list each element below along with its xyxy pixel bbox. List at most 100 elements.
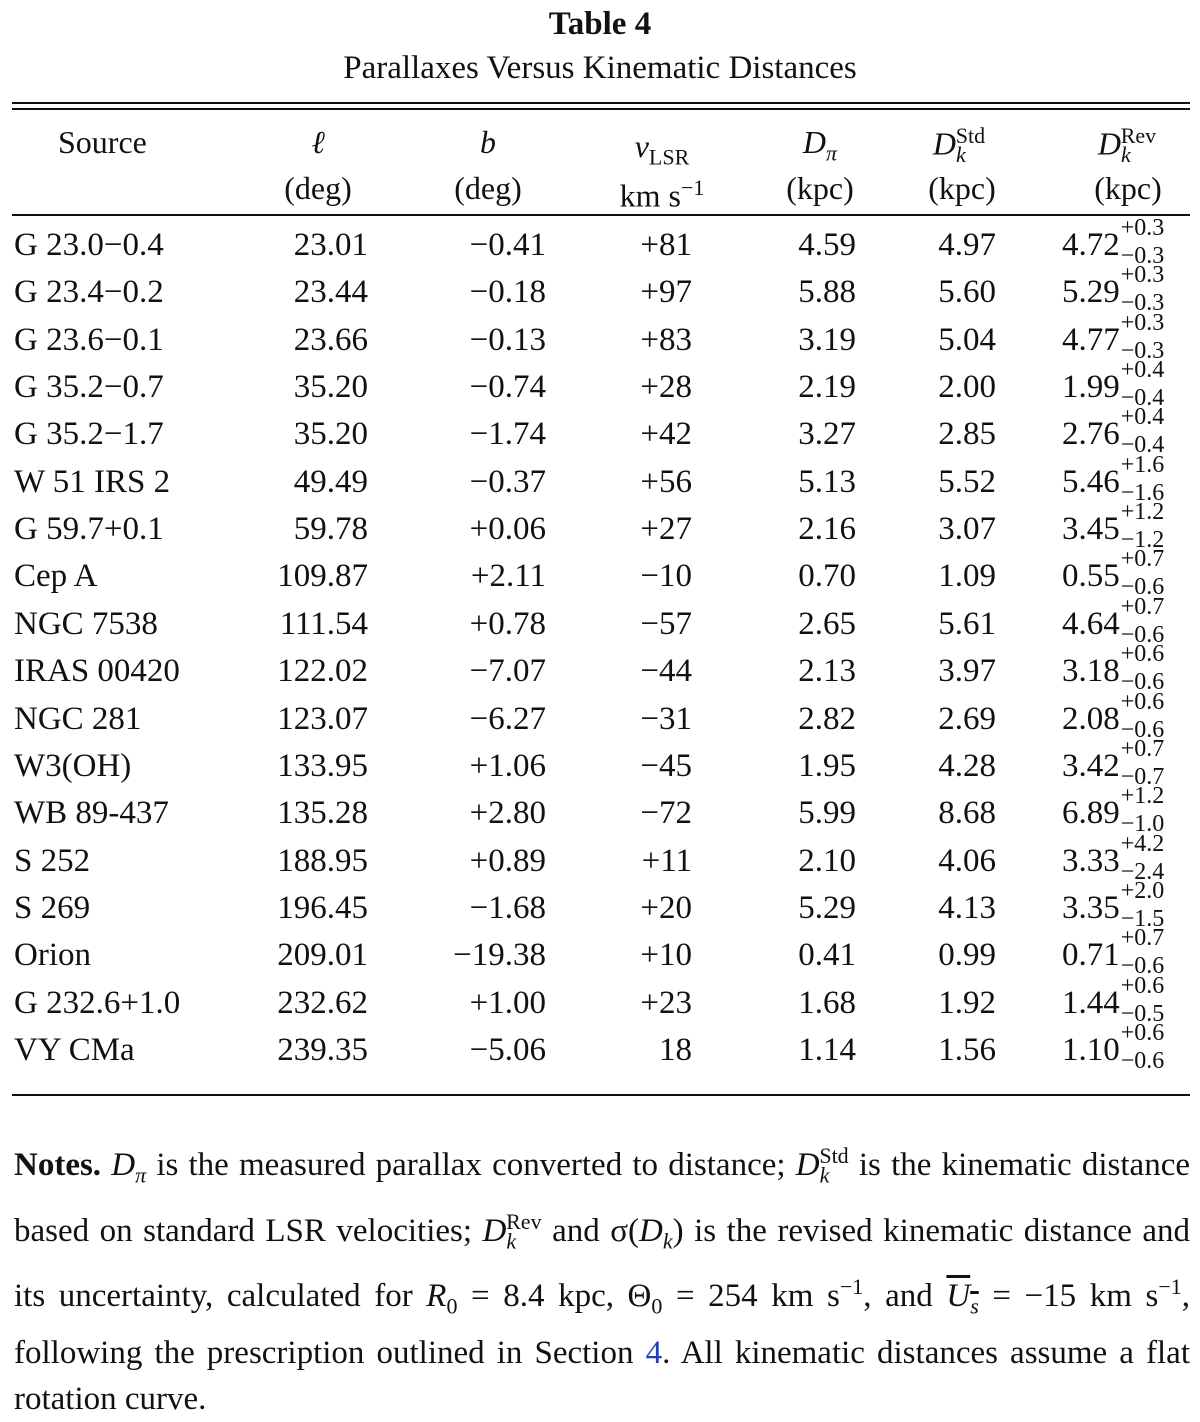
- source-cell: G 35.2−1.7: [14, 416, 164, 453]
- header-b: b: [480, 124, 496, 160]
- drev-cell: 4.72 +0.3 −0.3: [1062, 215, 1182, 269]
- drev-lower-error: −1.6: [1120, 479, 1165, 506]
- b-cell: −0.41: [469, 227, 546, 263]
- table-row: W 51 IRS 2 49.49 −0.37 +56 5.13 5.52 5.46 +1.6−…: [0, 452, 1200, 506]
- dstd-cell: 5.04: [938, 321, 996, 358]
- header-l-unit: (deg): [284, 170, 352, 206]
- top-rule-second: [12, 108, 1190, 110]
- header-dstd-unit: (kpc): [928, 170, 996, 206]
- dstd-cell: 4.06: [938, 842, 996, 879]
- dpi-cell: 1.95: [798, 747, 856, 784]
- b-cell: +1.00: [469, 984, 546, 1021]
- l-cell: 122.02: [277, 653, 368, 690]
- drev-lower-error: −0.6: [1120, 953, 1165, 980]
- b-cell: +0.89: [469, 842, 546, 879]
- drev-lower-error: −0.3: [1120, 243, 1165, 269]
- drev-lower-error: −0.7: [1120, 763, 1165, 790]
- drev-lower-error: −0.6: [1120, 716, 1165, 743]
- b-cell: −6.27: [469, 700, 546, 737]
- drev-lower-error: −0.3: [1120, 337, 1165, 364]
- source-cell: IRAS 00420: [14, 653, 180, 690]
- header-vlsr: vLSR: [634, 128, 690, 170]
- l-cell: 23.01: [293, 227, 368, 263]
- vlsr-cell: +42: [640, 416, 692, 453]
- b-cell: −0.18: [469, 274, 546, 311]
- table-row: G 35.2−0.7 35.20 −0.74 +28 2.19 2.00 1.99 +0.4−…: [0, 357, 1200, 411]
- dstd-cell: 8.68: [938, 795, 996, 832]
- drev-uncertainty: +0.7 −0.6: [1120, 546, 1182, 601]
- table-row: WB 89-437 135.28 +2.80 −72 5.99 8.68 6.89 +1.2−…: [0, 783, 1200, 838]
- source-cell: S 252: [14, 842, 91, 879]
- dstd-cell: 4.97: [938, 227, 996, 263]
- l-cell: 196.45: [277, 889, 368, 926]
- drev-value: 3.42: [1062, 747, 1120, 784]
- drev-upper-error: +1.2: [1120, 499, 1165, 526]
- l-cell: 123.07: [277, 700, 368, 737]
- dstd-cell: 4.28: [938, 747, 996, 784]
- drev-uncertainty: +0.7 −0.7: [1120, 736, 1182, 790]
- section-4-link[interactable]: 4: [645, 1334, 663, 1371]
- drev-cell: 3.42 +0.7 −0.7: [1062, 736, 1182, 790]
- table-row: NGC 281 123.07 −6.27 −31 2.82 2.69 2.08 +0.6 −0.…: [0, 689, 1200, 743]
- b-cell: +2.80: [469, 795, 546, 832]
- b-cell: −1.74: [469, 416, 546, 453]
- table-row: VY CMa 239.35 −5.06 18 1.14 1.56 1.10 +0.6 −0.6: [0, 1020, 1200, 1074]
- source-cell: Cep A: [14, 558, 98, 595]
- drev-cell: 2.08 +0.6 −0.6: [1062, 689, 1182, 743]
- dpi-cell: 5.99: [798, 795, 856, 832]
- drev-cell: 6.89 +1.2 −1.0: [1062, 783, 1182, 838]
- table-notes: Notes. Dπ is the measured parallax conve…: [14, 1143, 1191, 1417]
- dpi-cell: 0.41: [798, 937, 856, 974]
- notes-label: Notes.: [14, 1147, 102, 1183]
- drev-upper-error: +0.6: [1120, 1019, 1165, 1046]
- dpi-cell: 5.13: [798, 463, 856, 500]
- dpi-cell: 2.65: [798, 605, 856, 642]
- b-cell: +2.11: [470, 558, 546, 595]
- vlsr-cell: −44: [640, 653, 692, 690]
- table-row: G 23.6−0.1 23.66 −0.13 +83 3.19 5.04 4.77 +0.3−…: [0, 310, 1200, 364]
- table-row: S 252 188.95 +0.89 +11 2.10 4.06 3.33 +4.2 −2.4: [0, 831, 1200, 885]
- drev-lower-error: −0.6: [1120, 574, 1165, 601]
- vlsr-cell: +81: [640, 227, 692, 263]
- vlsr-cell: +97: [640, 274, 692, 311]
- drev-upper-error: +0.3: [1120, 215, 1165, 241]
- header-rule: [12, 214, 1190, 216]
- drev-lower-error: −2.4: [1120, 858, 1165, 885]
- vlsr-cell: −31: [640, 700, 692, 737]
- l-cell: 59.78: [293, 511, 368, 548]
- drev-value: 4.77: [1062, 321, 1120, 358]
- l-cell: 135.28: [277, 795, 368, 832]
- drev-upper-error: +0.6: [1120, 688, 1165, 715]
- notes-text-5: = 8.4 kpc, Θ: [457, 1278, 652, 1315]
- drev-uncertainty: +0.4 −0.4: [1120, 404, 1182, 458]
- drev-uncertainty: +0.6 −0.6: [1120, 641, 1182, 695]
- drev-cell: 3.35 +2.0 −1.5: [1062, 878, 1182, 932]
- dpi-cell: 1.14: [798, 1031, 856, 1068]
- drev-value: 3.33: [1062, 842, 1120, 879]
- table-title: Parallaxes Versus Kinematic Distances: [343, 50, 857, 86]
- dpi-cell: 2.16: [798, 511, 856, 548]
- drev-cell: 5.29 +0.3 −0.3: [1062, 262, 1182, 316]
- dpi-cell: 2.13: [798, 653, 856, 690]
- vlsr-cell: −10: [640, 558, 692, 595]
- header-v-unit: km s−1: [596, 166, 728, 218]
- drev-lower-error: −1.0: [1120, 811, 1165, 838]
- drev-lower-error: −0.6: [1120, 621, 1165, 648]
- drev-uncertainty: +0.7 −0.6: [1120, 925, 1182, 980]
- vlsr-cell: +28: [640, 369, 692, 406]
- drev-cell: 2.76 +0.4 −0.4: [1062, 404, 1182, 458]
- dstd-cell: 0.99: [938, 937, 996, 974]
- drev-value: 4.64: [1062, 605, 1120, 642]
- table-row: G 35.2−1.7 35.20 −1.74 +42 3.27 2.85 2.76 +0.4−…: [0, 404, 1200, 458]
- b-cell: +1.06: [469, 747, 546, 784]
- drev-cell: 4.77 +0.3 −0.3: [1062, 310, 1182, 364]
- drev-cell: 0.71 +0.7 −0.6: [1062, 925, 1182, 980]
- drev-value: 1.44: [1062, 984, 1120, 1021]
- drev-upper-error: +0.7: [1120, 925, 1165, 952]
- table-row: NGC 7538 111.54 +0.78 −57 2.65 5.61 4.64 +0.7 −0…: [0, 594, 1200, 648]
- drev-cell: 1.10 +0.6 −0.6: [1062, 1020, 1182, 1074]
- l-cell: 239.35: [277, 1031, 368, 1068]
- vlsr-cell: +10: [640, 937, 692, 974]
- source-cell: W3(OH): [14, 747, 132, 784]
- drev-upper-error: +0.3: [1120, 262, 1165, 289]
